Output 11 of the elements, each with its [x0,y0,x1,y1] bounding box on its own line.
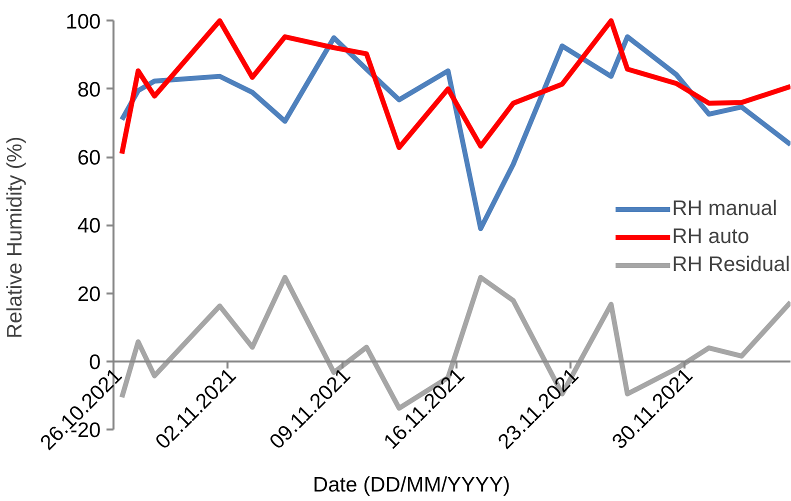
y-tick-label: 80 [77,78,101,102]
y-tick-label: 20 [77,282,101,306]
legend-label: RH manual [672,197,778,221]
legend-label: RH auto [672,225,750,249]
y-tick-label: 0 [89,351,101,374]
x-axis-title: Date (DD/MM/YYYY) [312,474,510,496]
y-axis-title: Relative Humidity (%) [4,136,26,338]
y-tick-label: 100 [66,10,101,34]
y-tick-label: 40 [77,214,101,238]
legend-label: RH Residual [672,253,790,277]
y-tick-label: 60 [77,146,101,170]
